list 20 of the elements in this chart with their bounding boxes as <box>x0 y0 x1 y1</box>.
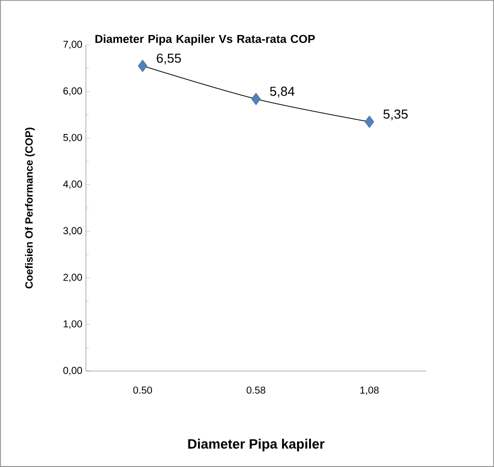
data-label: 5,35 <box>383 110 408 120</box>
y-tick-label: 7,00 <box>63 40 82 50</box>
point <box>138 60 148 72</box>
x-tick-label: 1,08 <box>360 386 379 395</box>
y-tick-label: 6,00 <box>63 87 82 96</box>
x-tick-label: 0.50 <box>133 386 152 394</box>
y-tick-label: 5,00 <box>63 134 82 142</box>
y-axis-title: Coefisien Of Performance (COP) <box>25 128 35 288</box>
chart-title: Diameter Pipa Kapiler Vs Rata-rata COP <box>95 34 315 46</box>
y-tick-label: 2,00 <box>63 274 82 282</box>
y-tick-label: 0,00 <box>63 366 82 376</box>
x-axis-title: Diameter Pipa kapiler <box>188 438 324 452</box>
data-label: 6,55 <box>156 54 181 64</box>
y-tick-label: 3,00 <box>63 227 82 236</box>
y-tick-label: 1,00 <box>64 320 82 329</box>
x-tick-label: 0.58 <box>246 386 266 394</box>
point <box>364 116 374 128</box>
y-tick-label: 4,00 <box>63 180 82 189</box>
point <box>251 92 261 106</box>
data-label: 5,84 <box>270 86 294 98</box>
